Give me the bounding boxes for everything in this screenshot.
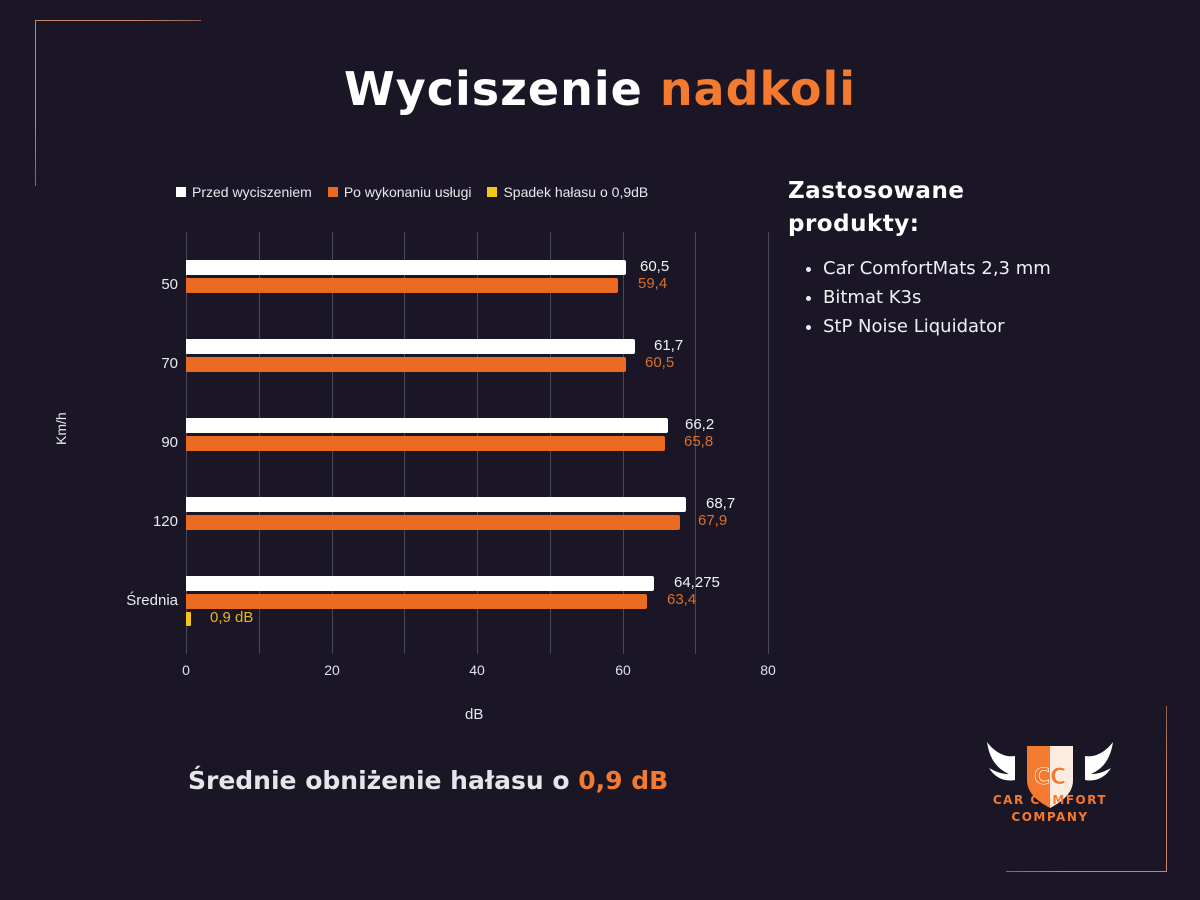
bar-after-50 [186, 278, 618, 293]
logo-text-line2: COMPANY [1011, 810, 1089, 824]
svg-text:CC: CC [1034, 765, 1066, 790]
value-label: 61,7 [654, 337, 684, 354]
value-label: 60,5 [640, 258, 670, 275]
bar-drop-average [186, 612, 191, 626]
value-label: 63,4 [667, 591, 697, 608]
value-label: 64,275 [674, 574, 720, 591]
category-label: 50 [161, 276, 178, 293]
bar-before-50 [186, 260, 626, 275]
products-list: Car ComfortMats 2,3 mm Bitmat K3s StP No… [803, 254, 1051, 341]
title-main: Wyciszenie [343, 62, 643, 116]
value-label: 60,5 [645, 354, 675, 371]
legend-item-after: Po wykonaniu usługi [327, 184, 472, 200]
summary-label: Średnie obniżenie hałasu o [188, 766, 570, 795]
bar-after-average [186, 594, 647, 609]
category-label: 120 [152, 513, 178, 530]
bar-after-70 [186, 357, 626, 372]
legend-swatch-orange [327, 187, 338, 197]
logo-text-line1: CAR COMFORT [992, 793, 1108, 807]
legend-label: Przed wyciszeniem [192, 184, 312, 200]
value-label: 67,9 [698, 512, 728, 529]
product-item: Bitmat K3s [823, 283, 1051, 312]
legend-swatch-white [176, 187, 186, 197]
legend-item-drop: Spadek hałasu o 0,9dB [487, 184, 648, 200]
chart-legend: Przed wyciszeniem Po wykonaniu usługi Sp… [176, 184, 648, 200]
x-tick-label: 20 [324, 662, 340, 678]
x-tick-label: 60 [615, 662, 631, 678]
summary-value: 0,9 dB [578, 766, 669, 795]
bar-before-90 [186, 418, 668, 433]
page-title: Wyciszenie nadkoli [0, 62, 1200, 116]
value-label: 68,7 [706, 495, 736, 512]
bar-before-average [186, 576, 654, 591]
car-comfort-company-logo-icon: CC [987, 742, 1113, 808]
gridline [695, 232, 696, 654]
bar-after-90 [186, 436, 665, 451]
value-label: 66,2 [685, 416, 715, 433]
value-label: 65,8 [684, 433, 714, 450]
bar-before-120 [186, 497, 686, 512]
x-tick-label: 80 [760, 662, 776, 678]
gridline [768, 232, 769, 654]
legend-label: Po wykonaniu usługi [343, 184, 472, 200]
x-axis-label: dB [465, 706, 484, 723]
value-label: 59,4 [638, 275, 668, 292]
product-item: StP Noise Liquidator [823, 312, 1051, 341]
legend-label: Spadek hałasu o 0,9dB [503, 184, 649, 200]
category-label: 90 [161, 434, 178, 451]
bar-after-120 [186, 515, 680, 530]
summary-text: Średnie obniżenie hałasu o 0,9 dB [188, 766, 668, 795]
bar-before-70 [186, 339, 635, 354]
title-accent: nadkoli [659, 62, 857, 116]
x-tick-label: 40 [469, 662, 485, 678]
category-label: Średnia [126, 592, 178, 609]
x-tick-label: 0 [182, 662, 190, 678]
y-axis-label: Km/h [53, 412, 69, 445]
decorative-corner-top-left [35, 20, 201, 186]
value-label: 0,9 dB [210, 609, 254, 626]
product-item: Car ComfortMats 2,3 mm [823, 254, 1051, 283]
legend-swatch-yellow [487, 187, 498, 197]
category-label: 70 [161, 355, 178, 372]
products-heading: Zastosowane produkty: [788, 178, 965, 237]
decorative-corner-bottom-right [1006, 706, 1167, 872]
legend-item-before: Przed wyciszeniem [176, 184, 312, 200]
